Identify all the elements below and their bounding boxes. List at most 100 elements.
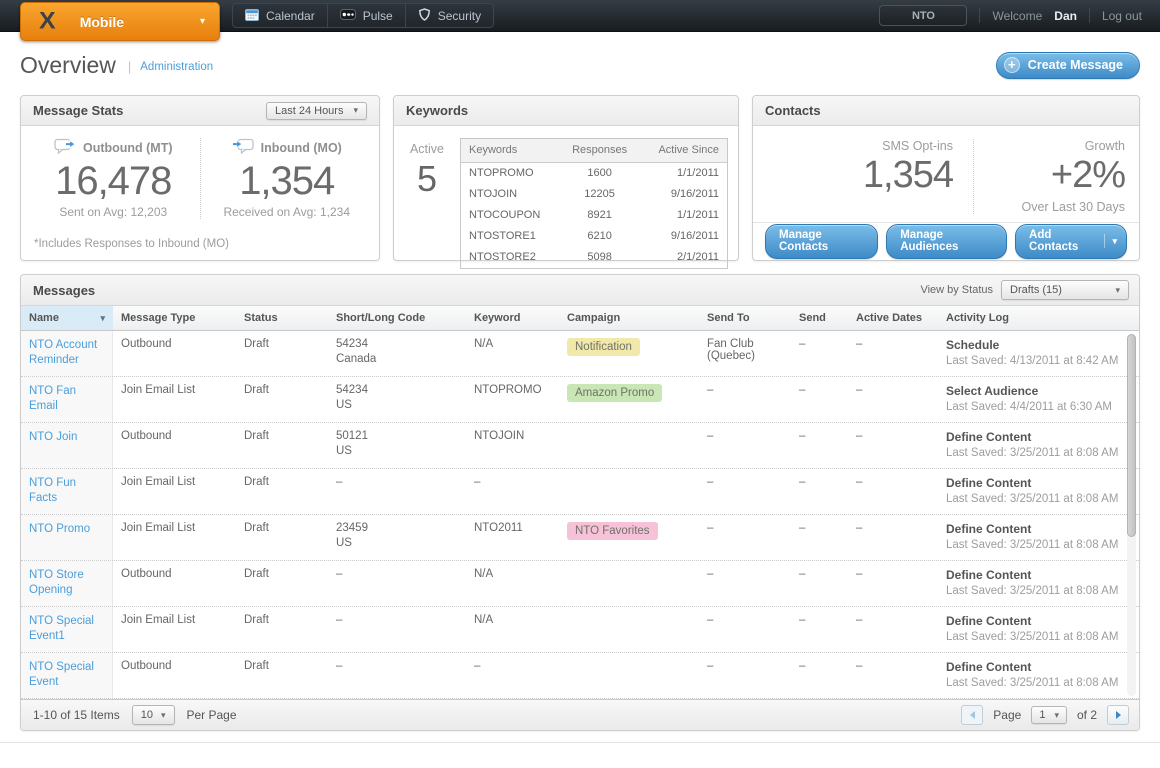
calendar-icon [245, 8, 259, 24]
status-filter-value: Drafts (15) [1010, 284, 1062, 296]
tab-calendar[interactable]: Calendar [233, 4, 328, 27]
col-keywords: Keywords [469, 143, 562, 158]
code-number: – [336, 660, 458, 672]
column-header-send[interactable]: Send [791, 306, 848, 330]
pulse-icon [340, 9, 356, 23]
short-long-code: 54234 Canada [328, 331, 466, 376]
app-name-label: Mobile [80, 14, 124, 30]
campaign-badge: Notification [567, 338, 640, 356]
page-bottom-divider [0, 742, 1160, 754]
message-status: Draft [236, 377, 328, 422]
short-long-code: – [328, 607, 466, 652]
message-keyword: N/A [466, 607, 559, 652]
stat-panels: Message Stats Last 24 Hours ▾ Outbound (… [0, 95, 1160, 261]
column-header-code[interactable]: Short/Long Code [328, 306, 466, 330]
keywords-table-header: Keywords Responses Active Since [461, 139, 727, 163]
activity-last-saved: Last Saved: 3/25/2011 at 8:08 AM [946, 585, 1121, 597]
message-name-link[interactable]: NTO Account Reminder [21, 331, 113, 376]
inbound-average: Received on Avg: 1,234 [201, 205, 374, 219]
manage-contacts-button[interactable]: Manage Contacts [765, 224, 878, 259]
message-status: Draft [236, 469, 328, 514]
tab-pulse[interactable]: Pulse [328, 4, 406, 27]
active-dates: – [848, 653, 938, 698]
message-row: NTO Fun Facts Join Email List Draft – – … [21, 469, 1139, 515]
campaign-cell [559, 653, 699, 698]
column-header-campaign[interactable]: Campaign [559, 306, 699, 330]
messages-panel: Messages View by Status Drafts (15) ▾ Na… [20, 274, 1140, 731]
message-keyword: NTOJOIN [466, 423, 559, 468]
activity-log-cell: Select Audience Last Saved: 4/4/2011 at … [938, 377, 1139, 422]
outbound-stat: Outbound (MT) 16,478 Sent on Avg: 12,203 [27, 138, 200, 219]
campaign-cell [559, 561, 699, 606]
active-dates: – [848, 423, 938, 468]
page-number-dropdown[interactable]: 1 ▾ [1031, 706, 1067, 724]
keyword-responses: 1600 [562, 166, 637, 181]
message-name-link[interactable]: NTO Special Event1 [21, 607, 113, 652]
activity-step: Define Content [946, 522, 1121, 536]
app-switcher-button[interactable]: X Mobile ▾ [20, 2, 220, 41]
message-keyword: N/A [466, 331, 559, 376]
campaign-badge: NTO Favorites [567, 522, 658, 540]
administration-link[interactable]: Administration [140, 61, 213, 73]
send: – [791, 331, 848, 376]
chevron-down-icon: ▾ [1115, 285, 1120, 296]
keyword-active-since: 2/1/2011 [637, 250, 719, 265]
column-header-message-type[interactable]: Message Type [113, 306, 236, 330]
message-name-link[interactable]: NTO Special Event [21, 653, 113, 698]
active-dates: – [848, 377, 938, 422]
add-contacts-button[interactable]: Add Contacts ▾ [1015, 224, 1127, 259]
code-number: 50121 [336, 430, 458, 442]
message-name-link[interactable]: NTO Promo [21, 515, 113, 560]
message-name-link[interactable]: NTO Store Opening [21, 561, 113, 606]
message-status: Draft [236, 331, 328, 376]
messages-title: Messages [33, 283, 95, 298]
chevron-down-icon[interactable]: ▾ [1112, 236, 1117, 247]
manage-audiences-button[interactable]: Manage Audiences [886, 224, 1007, 259]
table-scrollbar-track[interactable] [1127, 334, 1136, 696]
period-dropdown[interactable]: Last 24 Hours ▾ [266, 102, 367, 120]
message-keyword: NTOPROMO [466, 377, 559, 422]
send-to: Fan Club (Quebec) [699, 331, 791, 376]
activity-log-cell: Define Content Last Saved: 3/25/2011 at … [938, 469, 1139, 514]
previous-page-button[interactable] [961, 705, 983, 725]
page-header: Overview | Administration + Create Messa… [0, 32, 1160, 95]
message-row: NTO Account Reminder Outbound Draft 5423… [21, 331, 1139, 377]
page: X Mobile ▾ Calendar Pulse Securi [0, 0, 1160, 768]
table-scrollbar-thumb[interactable] [1127, 334, 1136, 537]
code-number: 54234 [336, 384, 458, 396]
activity-log-cell: Define Content Last Saved: 3/25/2011 at … [938, 607, 1139, 652]
message-name-link[interactable]: NTO Join [21, 423, 113, 468]
column-header-status[interactable]: Status [236, 306, 328, 330]
message-row: NTO Special Event1 Join Email List Draft… [21, 607, 1139, 653]
code-number: – [336, 614, 458, 626]
column-header-active-dates[interactable]: Active Dates [848, 306, 938, 330]
outbound-label: Outbound (MT) [83, 141, 173, 155]
account-button[interactable]: NTO [879, 5, 967, 26]
optins-value: 1,354 [769, 154, 953, 197]
keywords-panel: Keywords Active 5 Keywords Responses Act… [393, 95, 739, 261]
inbound-stat: Inbound (MO) 1,354 Received on Avg: 1,23… [200, 138, 374, 219]
next-page-button[interactable] [1107, 705, 1129, 725]
active-label: Active [394, 142, 460, 156]
per-page-label: Per Page [187, 708, 237, 722]
keyword-row: NTOJOIN 12205 9/16/2011 [461, 184, 727, 205]
messages-table-body: NTO Account Reminder Outbound Draft 5423… [21, 331, 1139, 699]
column-header-send-to[interactable]: Send To [699, 306, 791, 330]
status-filter-dropdown[interactable]: Drafts (15) ▾ [1001, 280, 1129, 300]
send-to: – [699, 515, 791, 560]
message-name-link[interactable]: NTO Fun Facts [21, 469, 113, 514]
logout-link[interactable]: Log out [1102, 9, 1142, 23]
create-message-button[interactable]: + Create Message [996, 52, 1140, 79]
per-page-dropdown[interactable]: 10 ▾ [132, 705, 175, 725]
page-number-value: 1 [1039, 709, 1045, 721]
message-stats-header: Message Stats Last 24 Hours ▾ [21, 96, 379, 126]
column-header-name[interactable]: Name ▾ [21, 306, 113, 330]
contacts-panel: Contacts SMS Opt-ins 1,354 Growth +2% Ov… [752, 95, 1140, 261]
keyword-name: NTOJOIN [469, 187, 562, 202]
column-header-keyword[interactable]: Keyword [466, 306, 559, 330]
campaign-cell: Notification [559, 331, 699, 376]
tab-security[interactable]: Security [406, 4, 493, 27]
message-name-link[interactable]: NTO Fan Email [21, 377, 113, 422]
column-header-activity-log[interactable]: Activity Log [938, 306, 1139, 330]
send: – [791, 653, 848, 698]
